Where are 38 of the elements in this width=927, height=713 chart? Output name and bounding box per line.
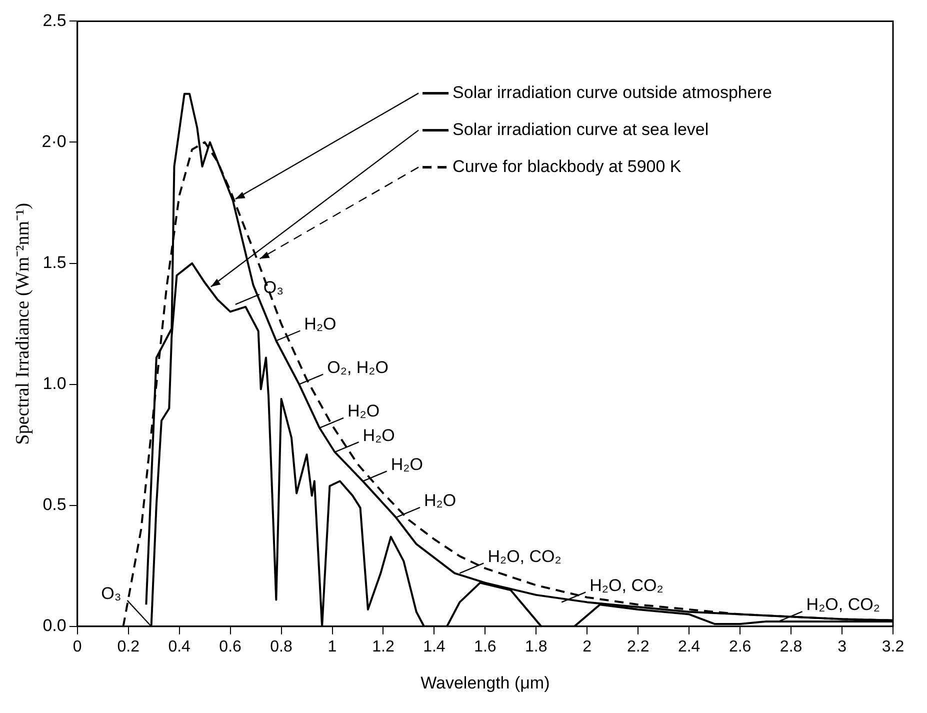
x-tick-label: 2.4	[678, 638, 700, 656]
x-tick-label: 0.4	[168, 638, 191, 656]
x-tick-label: 0.6	[219, 638, 242, 656]
x-tick-label: 3	[838, 638, 847, 656]
y-axis-title: Spectral Irradiance (Wm⁻²nm⁻¹)	[12, 202, 34, 445]
annotation: O₃	[101, 584, 122, 604]
x-tick-label: 2.8	[780, 638, 802, 656]
annotation: H₂O	[362, 426, 395, 445]
annotation: H₂O, CO₂	[488, 546, 562, 566]
legend-label: Curve for blackbody at 5900 K	[452, 156, 682, 176]
y-tick-label: 0.5	[42, 495, 66, 514]
x-tick-label: 1.2	[372, 638, 394, 656]
x-tick-label: 1.4	[423, 638, 446, 656]
y-tick-label: 1.5	[42, 252, 66, 272]
annotation: H₂O	[390, 454, 423, 474]
annotation: O₂, H₂O	[327, 358, 388, 378]
x-tick-label: 0.8	[270, 638, 292, 656]
x-tick-label: 2.6	[728, 638, 752, 656]
legend-label: Solar irradiation curve at sea level	[452, 120, 709, 139]
x-tick-label: 1	[328, 638, 337, 656]
x-tick-label: 2.2	[626, 638, 650, 656]
annotation: H₂O	[348, 402, 380, 421]
annotation: H₂O	[304, 314, 336, 334]
y-tick-label: 0.0	[42, 616, 66, 636]
x-axis-title: Wavelength (μm)	[420, 673, 550, 692]
annotation: H₂O, CO₂	[590, 576, 664, 595]
legend-label: Solar irradiation curve outside atmosphere	[452, 82, 772, 102]
annotation: H₂O	[424, 491, 456, 510]
x-tick-label: 3.2	[882, 638, 904, 656]
y-tick-label: 2·0	[42, 132, 66, 151]
x-tick-label: 1.6	[474, 638, 496, 656]
x-tick-label: 1.8	[525, 638, 548, 656]
x-tick-label: 0.2	[117, 638, 140, 656]
y-tick-label: 2.5	[42, 10, 66, 30]
y-tick-label: 1.0	[42, 374, 66, 394]
annotation: H₂O, CO₂	[806, 595, 880, 614]
x-tick-label: 2	[582, 638, 592, 656]
x-tick-label: 0	[72, 638, 82, 656]
